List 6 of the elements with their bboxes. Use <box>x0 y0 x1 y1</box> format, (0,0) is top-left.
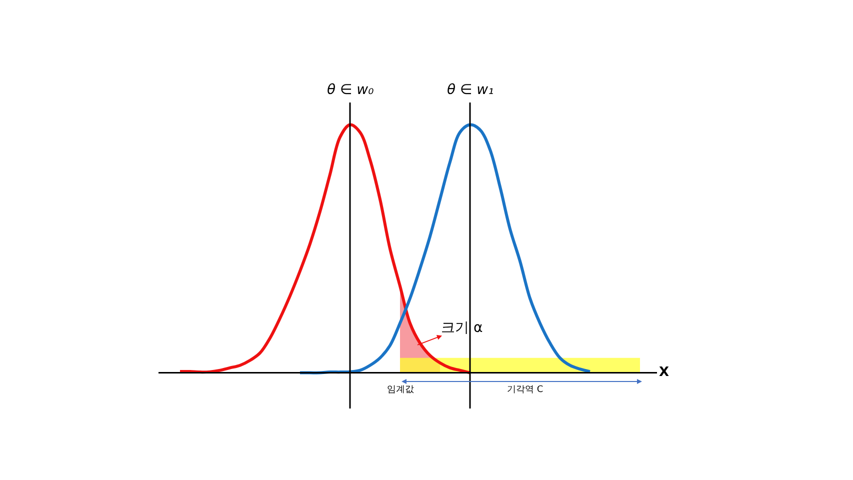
text: θ ∈ w₁ <box>447 82 494 98</box>
text: 임계값 <box>387 385 414 395</box>
x-axis-title: X <box>659 365 670 380</box>
annotation: 크기 α <box>441 320 483 336</box>
text: 기각역 C <box>507 385 544 395</box>
text: θ ∈ w₀ <box>327 82 374 98</box>
